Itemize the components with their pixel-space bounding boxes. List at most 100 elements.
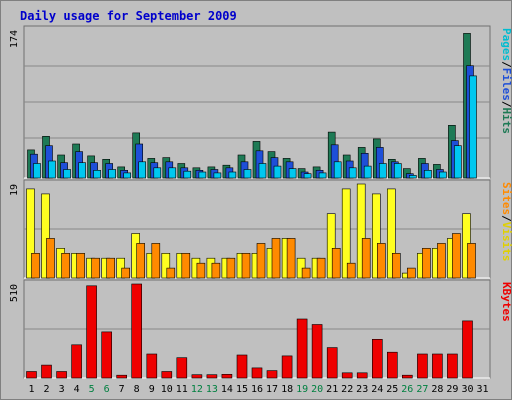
- bar-sites-day-1: [31, 253, 40, 279]
- bar-pages-day-3: [63, 169, 71, 179]
- x-tick-label: 30: [461, 384, 473, 395]
- bar-sites-day-18: [286, 238, 296, 279]
- bar-kbytes-day-20: [311, 324, 323, 379]
- bar-pages-day-7: [123, 172, 131, 179]
- x-tick-label: 8: [134, 384, 140, 395]
- bar-sites-day-20: [316, 257, 326, 279]
- bar-kbytes-day-11: [176, 357, 188, 379]
- x-tick-label: 25: [386, 384, 398, 395]
- bar-pages-day-16: [258, 163, 267, 179]
- bar-kbytes-day-22: [341, 372, 353, 379]
- bar-sites-day-6: [106, 257, 115, 279]
- bar-sites-day-28: [437, 243, 446, 279]
- x-tick-label: 16: [251, 384, 263, 395]
- x-tick-label: 3: [59, 384, 65, 395]
- legend-item: Hits: [500, 108, 512, 135]
- bar-kbytes-day-30: [462, 320, 473, 379]
- bar-sites-day-25: [391, 253, 401, 279]
- panel-visits-max-label: 19: [9, 184, 20, 196]
- bar-kbytes-day-18: [281, 355, 293, 379]
- bar-kbytes-day-17: [266, 370, 278, 379]
- x-tick-label: 22: [341, 384, 353, 395]
- bar-visits-day-2: [41, 193, 50, 279]
- x-tick-label: 5: [89, 384, 95, 395]
- panel-requests-legend: Pages/Files/Hits: [500, 28, 512, 134]
- bar-sites-day-16: [256, 243, 266, 279]
- x-tick-label: 20: [311, 384, 323, 395]
- bar-sites-day-8: [136, 243, 145, 279]
- bar-kbytes-day-27: [417, 353, 428, 379]
- legend-item: /: [500, 101, 512, 108]
- bar-pages-day-18: [288, 168, 297, 179]
- panel-requests-max-label: 174: [9, 30, 20, 48]
- bar-sites-day-5: [91, 257, 100, 279]
- bar-pages-day-12: [198, 171, 207, 179]
- panel-visits-legend: Sites/Visits: [500, 182, 512, 262]
- x-tick-label: 18: [281, 384, 293, 395]
- x-tick-label: 24: [371, 384, 383, 395]
- bar-kbytes-day-1: [26, 371, 37, 379]
- bar-kbytes-day-3: [56, 371, 67, 379]
- panel-visits: 19 Sites/Visits: [9, 179, 512, 279]
- bar-sites-day-19: [301, 267, 311, 279]
- bar-sites-day-24: [376, 243, 386, 279]
- x-tick-label: 1: [28, 384, 34, 395]
- bar-pages-day-24: [378, 163, 387, 179]
- x-tick-label: 14: [221, 384, 233, 395]
- bar-sites-day-9: [151, 243, 161, 279]
- bar-kbytes-day-23: [356, 372, 368, 379]
- panel-kbytes-legend: KBytes: [500, 282, 512, 322]
- bar-kbytes-day-13: [206, 374, 218, 379]
- bar-sites-day-15: [241, 253, 251, 279]
- legend-item: Files: [500, 68, 512, 101]
- bar-sites-day-12: [196, 262, 206, 279]
- bar-sites-day-13: [211, 262, 221, 279]
- bar-pages-day-21: [333, 161, 342, 179]
- panel-kbytes: 510 KBytes: [9, 279, 512, 379]
- bar-pages-day-4: [78, 162, 86, 179]
- x-tick-label: 7: [119, 384, 125, 395]
- bar-kbytes-day-7: [116, 374, 127, 379]
- bar-visits-day-1: [26, 188, 35, 279]
- bar-kbytes-day-4: [71, 344, 82, 379]
- x-tick-label: 17: [266, 384, 278, 395]
- x-tick-label: 31: [476, 384, 488, 395]
- bar-kbytes-day-21: [326, 347, 338, 379]
- bar-sites-day-10: [166, 267, 176, 279]
- bar-pages-day-11: [183, 170, 192, 179]
- x-tick-label: 29: [446, 384, 458, 395]
- bar-sites-day-4: [76, 253, 85, 279]
- bar-kbytes-day-29: [447, 353, 458, 379]
- bar-kbytes-day-5: [86, 285, 97, 379]
- bar-kbytes-day-16: [251, 367, 263, 379]
- legend-item: KBytes: [500, 282, 512, 322]
- x-tick-label: 2: [43, 384, 49, 395]
- x-tick-label: 19: [296, 384, 308, 395]
- bar-sites-day-29: [452, 233, 461, 279]
- bar-kbytes-day-12: [191, 374, 203, 379]
- x-tick-label: 6: [104, 384, 110, 395]
- bar-pages-day-26: [408, 175, 417, 179]
- x-tick-label: 27: [416, 384, 428, 395]
- bar-pages-day-28: [439, 171, 447, 179]
- x-tick-label: 15: [236, 384, 248, 395]
- bar-pages-day-14: [228, 171, 237, 179]
- bar-kbytes-day-8: [131, 283, 142, 379]
- x-tick-label: 21: [326, 384, 338, 395]
- x-tick-label: 26: [401, 384, 413, 395]
- bar-pages-day-25: [393, 163, 402, 179]
- bar-pages-day-5: [93, 170, 101, 179]
- bar-kbytes-day-2: [41, 364, 52, 379]
- bar-sites-day-22: [346, 262, 356, 279]
- bar-pages-day-1: [33, 163, 41, 179]
- bar-pages-day-20: [318, 172, 327, 179]
- bar-sites-day-30: [467, 243, 476, 279]
- bar-sites-day-3: [61, 253, 70, 279]
- bar-kbytes-day-25: [386, 351, 398, 379]
- legend-item: Pages: [500, 28, 512, 61]
- bar-kbytes-day-14: [221, 373, 233, 379]
- bar-kbytes-day-6: [101, 331, 112, 379]
- legend-item: /: [500, 215, 512, 222]
- bar-sites-day-7: [121, 267, 130, 279]
